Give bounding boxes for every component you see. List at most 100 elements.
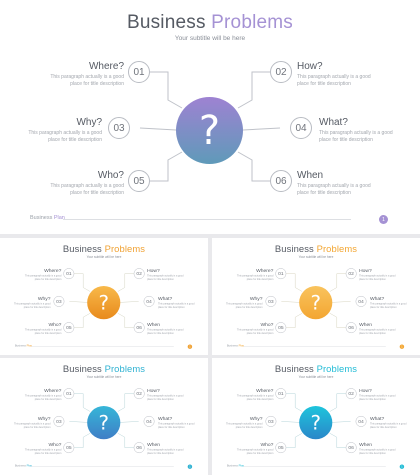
- footer-part-a: Business: [14, 464, 27, 468]
- item-desc-why: This paragraph actually is a good place …: [226, 422, 263, 429]
- item-desc-what: This paragraph actually is a good place …: [369, 302, 407, 309]
- item-label-who: Who?: [260, 442, 274, 448]
- question-mark-icon: ?: [310, 291, 321, 315]
- footer-part-b: Plan: [238, 344, 245, 348]
- connector-06: [329, 313, 346, 328]
- connector-03: [69, 421, 88, 423]
- item-label-where: Where?: [88, 61, 124, 72]
- item-label-when: When: [359, 442, 373, 448]
- item-desc-who: This paragraph actually is a good place …: [50, 183, 124, 196]
- item-desc-how: This paragraph actually is a good place …: [297, 74, 371, 87]
- question-circle: ?: [87, 406, 121, 440]
- item-label-how: How?: [147, 268, 160, 274]
- connector-06: [117, 313, 134, 328]
- connector-02: [117, 393, 134, 412]
- item-desc-what: This paragraph actually is a good place …: [157, 302, 195, 309]
- connector-03: [281, 421, 300, 423]
- footer-part-a: Business: [30, 215, 54, 221]
- number-02-circle: 02: [133, 388, 145, 400]
- question-mark-icon: ?: [198, 107, 221, 154]
- number-04-circle: 04: [290, 117, 312, 139]
- footer-label: Business Plan: [227, 464, 244, 467]
- slide-subtitle: Your subtitle will be here: [298, 255, 334, 259]
- item-desc-what: This paragraph actually is a good place …: [157, 422, 195, 429]
- number-01-circle: 01: [128, 61, 150, 83]
- question-mark-icon: ?: [310, 411, 321, 435]
- slide-thumbnail-5[interactable]: Business Problems Your subtitle will be …: [212, 358, 420, 475]
- slide-thumbnail-2[interactable]: Business Problems Your subtitle will be …: [0, 238, 208, 355]
- number-03-circle: 03: [265, 295, 277, 307]
- title-part-b: Problems: [211, 12, 294, 33]
- connector-02: [329, 393, 346, 412]
- title-part-a: Business: [62, 243, 105, 255]
- number-05-circle: 05: [275, 322, 287, 334]
- item-desc-who: This paragraph actually is a good place …: [236, 328, 274, 336]
- slide-canvas: Business Problems Your subtitle will be …: [0, 238, 208, 354]
- number-03-circle: 03: [53, 295, 65, 307]
- slide-title: Business Problems: [0, 244, 208, 255]
- footer-part-a: Business: [226, 464, 239, 468]
- connector-01: [286, 273, 303, 292]
- connector-lines: [69, 393, 139, 448]
- number-06-circle: 06: [345, 442, 357, 454]
- footer-part-b: Plan: [26, 464, 33, 468]
- title-part-a: Business: [126, 12, 212, 33]
- page-number-badge: 1: [379, 215, 388, 224]
- item-desc-when: This paragraph actually is a good place …: [147, 328, 184, 336]
- connector-05: [74, 313, 91, 328]
- item-label-what: What?: [369, 415, 385, 422]
- connector-03: [139, 127, 177, 131]
- item-label-what: What?: [319, 117, 348, 128]
- slide-canvas: Business Problems Your subtitle will be …: [0, 0, 420, 234]
- number-05-circle: 05: [63, 322, 75, 334]
- item-label-what: What?: [157, 295, 173, 302]
- item-desc-who: This paragraph actually is a good place …: [24, 328, 62, 336]
- connector-06: [117, 433, 134, 448]
- item-label-what: What?: [369, 295, 385, 302]
- slide-subtitle: Your subtitle will be here: [174, 35, 246, 42]
- item-desc-where: This paragraph actually is a good place …: [24, 274, 62, 282]
- connector-01: [286, 393, 303, 412]
- page-number-badge: 1: [187, 344, 193, 349]
- slide-thumbnail-4[interactable]: Business Problems Your subtitle will be …: [0, 358, 208, 475]
- connector-lines: [69, 273, 139, 328]
- number-01-circle: 01: [63, 268, 75, 280]
- item-desc-where: This paragraph actually is a good place …: [24, 394, 62, 402]
- footer-label: Business Plan: [15, 344, 32, 347]
- connector-05: [74, 433, 91, 448]
- question-circle: ?: [299, 406, 333, 440]
- item-label-where: Where?: [256, 388, 274, 394]
- title-part-a: Business: [62, 363, 105, 375]
- slide-canvas: Business Problems Your subtitle will be …: [212, 358, 420, 474]
- number-02-circle: 02: [270, 61, 292, 83]
- question-circle: ?: [87, 286, 121, 320]
- connector-lines: [281, 273, 351, 328]
- number-01-circle: 01: [63, 388, 75, 400]
- number-03-circle: 03: [53, 415, 65, 427]
- slide-title: Business Problems: [0, 12, 420, 34]
- slide-thumbnail-3[interactable]: Business Problems Your subtitle will be …: [212, 238, 420, 355]
- title-part-a: Business: [274, 243, 317, 255]
- item-label-why: Why?: [249, 295, 263, 302]
- slide-title: Business Problems: [212, 364, 420, 375]
- number-02-circle: 02: [133, 268, 145, 280]
- number-06-circle: 06: [133, 322, 145, 334]
- number-02-circle: 02: [345, 268, 357, 280]
- title-part-b: Problems: [316, 363, 358, 375]
- connector-04: [332, 301, 351, 303]
- item-label-where: Where?: [256, 268, 274, 274]
- number-03-circle: 03: [265, 415, 277, 427]
- item-label-where: Where?: [44, 388, 62, 394]
- title-part-b: Problems: [316, 243, 358, 255]
- number-06-circle: 06: [345, 322, 357, 334]
- slide-canvas: Business Problems Your subtitle will be …: [212, 238, 420, 354]
- item-desc-when: This paragraph actually is a good place …: [359, 328, 396, 336]
- footer-part-a: Business: [226, 344, 239, 348]
- slide-thumbnail-1[interactable]: Business Problems Your subtitle will be …: [0, 0, 420, 234]
- connector-02: [117, 273, 134, 292]
- item-desc-what: This paragraph actually is a good place …: [369, 422, 407, 429]
- footer-label: Business Plan: [227, 344, 244, 347]
- number-06-circle: 06: [133, 442, 145, 454]
- item-label-what: What?: [157, 415, 173, 422]
- item-label-when: When: [359, 322, 373, 328]
